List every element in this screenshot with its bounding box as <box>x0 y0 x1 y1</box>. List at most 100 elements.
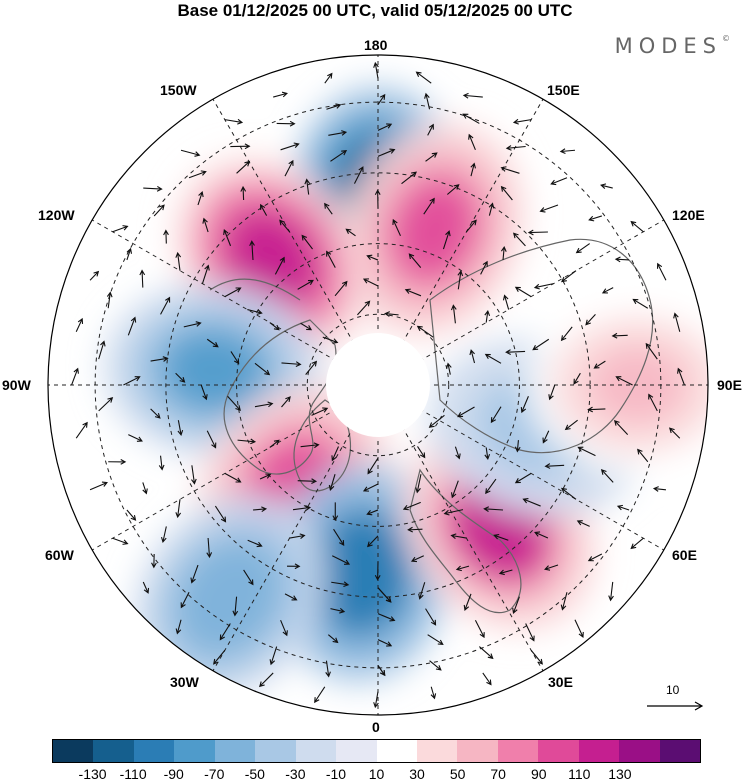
wind-vector-198 <box>274 256 285 275</box>
wind-vector-111 <box>593 360 606 369</box>
wind-vector-176 <box>249 240 255 261</box>
wind-vector-216 <box>326 250 336 268</box>
colorbar-bin-0 <box>53 740 94 762</box>
wind-vector-102 <box>327 634 339 644</box>
colorbar-tick-label: -70 <box>204 766 225 782</box>
wind-vector-94 <box>127 316 137 336</box>
wind-vector-160 <box>377 587 392 603</box>
wind-vector-64 <box>126 509 137 521</box>
latitude-circle-60 <box>236 243 520 527</box>
meridian-330 <box>212 384 379 672</box>
wind-vector-7 <box>652 486 667 492</box>
wind-vector-20 <box>273 91 288 98</box>
wind-vector-175 <box>279 219 291 233</box>
brand-logo: MODES© <box>615 34 730 58</box>
wind-vector-189 <box>514 440 521 453</box>
wind-vector-238 <box>367 457 379 475</box>
colorbar-tick-label: 10 <box>368 766 385 782</box>
wind-vector-244 <box>357 300 371 316</box>
wind-vector-209 <box>484 447 491 461</box>
wind-vector-84 <box>500 166 520 174</box>
wind-vector-219 <box>254 362 271 376</box>
wind-vector-118 <box>377 148 396 157</box>
wind-vector-225 <box>415 474 422 494</box>
wind-vector-15 <box>512 118 532 125</box>
wind-vector-59 <box>126 247 133 261</box>
colorbar-tick-label: -130 <box>78 766 107 782</box>
wind-vector-66 <box>180 592 190 609</box>
wind-vector-95 <box>123 376 141 386</box>
wind-vector-158 <box>287 563 301 570</box>
colorbar-bin-13 <box>578 740 620 762</box>
wind-vector-128 <box>175 499 182 519</box>
wind-vector-73 <box>474 619 485 639</box>
colorbar-tick-label: -90 <box>163 766 184 782</box>
lon-label-30w: 30W <box>170 674 199 690</box>
wind-vector-147 <box>353 166 364 184</box>
wind-vector-222 <box>297 478 318 485</box>
wind-vector-101 <box>280 619 288 637</box>
wind-vector-97 <box>142 482 148 495</box>
wind-vector-107 <box>534 531 549 539</box>
wind-vector-163 <box>450 533 467 540</box>
wind-vector-122 <box>202 217 209 233</box>
wind-vector-129 <box>206 537 213 559</box>
wind-vector-186 <box>407 526 423 533</box>
coast-alaska <box>209 278 301 301</box>
wind-vector-39 <box>525 623 535 642</box>
lon-label-150w: 150W <box>160 82 197 98</box>
wind-vector-70 <box>377 665 386 677</box>
wind-vector-168 <box>532 338 550 351</box>
wind-vector-6 <box>630 537 644 550</box>
wind-vector-194 <box>442 230 451 250</box>
colorbar-bin-15 <box>659 740 700 762</box>
wind-vector-119 <box>330 150 348 162</box>
wind-vector-37 <box>429 660 442 671</box>
wind-vector-34 <box>258 672 274 688</box>
wind-vector-169 <box>514 286 532 298</box>
wind-vector-49 <box>550 177 568 186</box>
wind-vector-211 <box>484 353 502 364</box>
wind-vector-120 <box>284 159 294 177</box>
wind-vector-239 <box>417 446 426 459</box>
wind-vector-8 <box>668 427 681 439</box>
reference-vector-arrow <box>647 701 704 711</box>
wind-vector-228 <box>469 349 476 364</box>
wind-vector-3 <box>530 650 543 665</box>
colorbar-tick-label: 30 <box>409 766 425 782</box>
wind-vector-149 <box>260 203 268 216</box>
wind-vector-150 <box>223 228 232 247</box>
wind-vector-121 <box>240 185 247 201</box>
wind-vector-76 <box>576 520 590 527</box>
wind-vector-38 <box>478 646 494 660</box>
wind-vector-62 <box>98 397 114 412</box>
wind-vector-190 <box>520 396 529 414</box>
wind-vector-63 <box>108 459 127 465</box>
wind-vector-200 <box>230 351 240 365</box>
colorbar-tick-label: 110 <box>568 766 591 782</box>
wind-vector-195 <box>392 218 401 237</box>
meridian-120 <box>377 219 665 386</box>
wind-vector-214 <box>408 253 422 268</box>
wind-vector-55 <box>276 120 296 127</box>
colorbar-bin-14 <box>619 740 660 762</box>
latitude-circle-75 <box>306 313 450 457</box>
wind-vector-157 <box>247 539 263 548</box>
wind-vector-170 <box>500 245 507 261</box>
wind-vector-152 <box>183 321 202 328</box>
colorbar-tick-label: -50 <box>244 766 265 782</box>
colorbar-bin-12 <box>538 740 579 762</box>
wind-vector-45 <box>645 342 658 360</box>
wind-vector-193 <box>480 260 488 275</box>
wind-vector-165 <box>514 472 532 484</box>
wind-vector-167 <box>548 384 556 401</box>
lon-label-60e: 60E <box>672 547 697 563</box>
wind-vector-248 <box>331 446 339 462</box>
meridian-150 <box>377 98 544 386</box>
wind-vector-44 <box>648 393 658 412</box>
wind-vector-156 <box>214 505 227 523</box>
lon-label-60w: 60W <box>45 547 74 563</box>
meridian-60 <box>377 384 665 551</box>
wind-vector-1 <box>430 686 437 700</box>
